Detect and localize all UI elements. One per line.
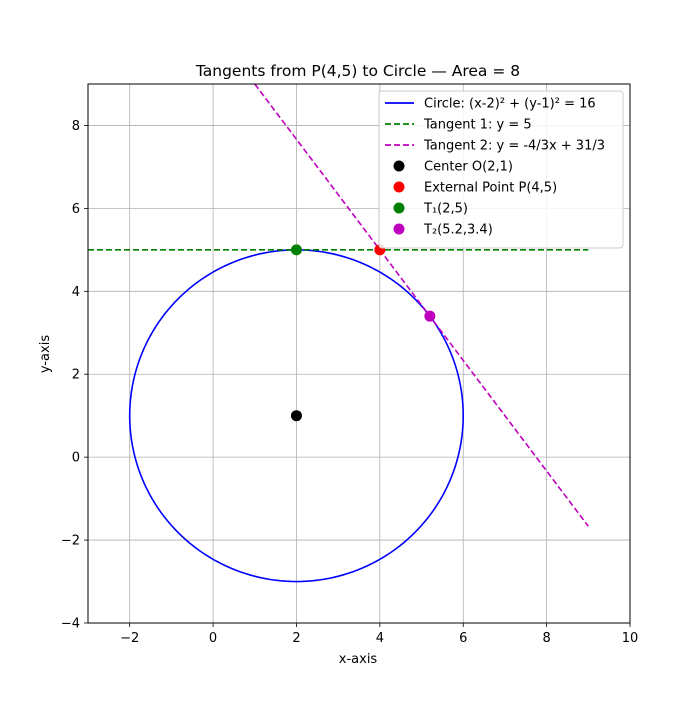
axis-ticks: −2 0 2 4 6 8 10 −4 −2 0 2 4 6 8 [61, 119, 638, 646]
point-marker-5 [290, 244, 302, 256]
legend-label: Center O(2,1) [424, 160, 513, 175]
x-tick-label: 4 [376, 631, 384, 646]
x-tick-label: 6 [459, 631, 467, 646]
legend-label: Circle: (x-2)² + (y-1)² = 16 [424, 97, 596, 112]
legend-label: T₁(2,5) [423, 202, 468, 217]
x-tick-label: 10 [622, 631, 639, 646]
legend-marker [393, 181, 405, 193]
y-tick-label: −2 [61, 534, 80, 549]
point-marker-6 [424, 310, 436, 322]
legend: Circle: (x-2)² + (y-1)² = 16 Tangent 1: y… [378, 90, 624, 249]
axes-frame [87, 83, 631, 624]
legend-label: Tangent 1: y = 5 [423, 118, 532, 133]
chart-title: Tangents from P(4,5) to Circle — Area = … [195, 62, 520, 80]
y-tick-label: 2 [72, 368, 80, 383]
legend-box [378, 90, 624, 249]
x-tick-label: 8 [542, 631, 550, 646]
legend-label: Tangent 2: y = -4/3x + 31/3 [423, 139, 605, 154]
y-tick-label: 0 [72, 451, 80, 466]
y-tick-label: −4 [61, 617, 80, 632]
legend-label: T₂(5.2,3.4) [423, 223, 493, 238]
plot-frame [87, 83, 631, 624]
plot-series [88, 84, 589, 583]
legend-marker [393, 202, 405, 214]
point-marker-3 [290, 410, 302, 422]
y-tick-label: 8 [72, 119, 80, 134]
x-tick-label: 2 [292, 631, 300, 646]
tangent-line-2 [254, 84, 589, 527]
circle-curve [128, 249, 465, 583]
y-tick-label: 4 [72, 285, 80, 300]
y-tick-label: 6 [72, 202, 80, 217]
legend-marker [393, 223, 405, 235]
legend-marker [393, 160, 405, 172]
clipped-series [88, 84, 589, 583]
x-tick-label: −2 [120, 631, 139, 646]
x-axis-label: x-axis [339, 652, 378, 667]
y-axis-label: y-axis [38, 335, 53, 373]
x-tick-label: 0 [209, 631, 217, 646]
legend-label: External Point P(4,5) [424, 181, 557, 196]
